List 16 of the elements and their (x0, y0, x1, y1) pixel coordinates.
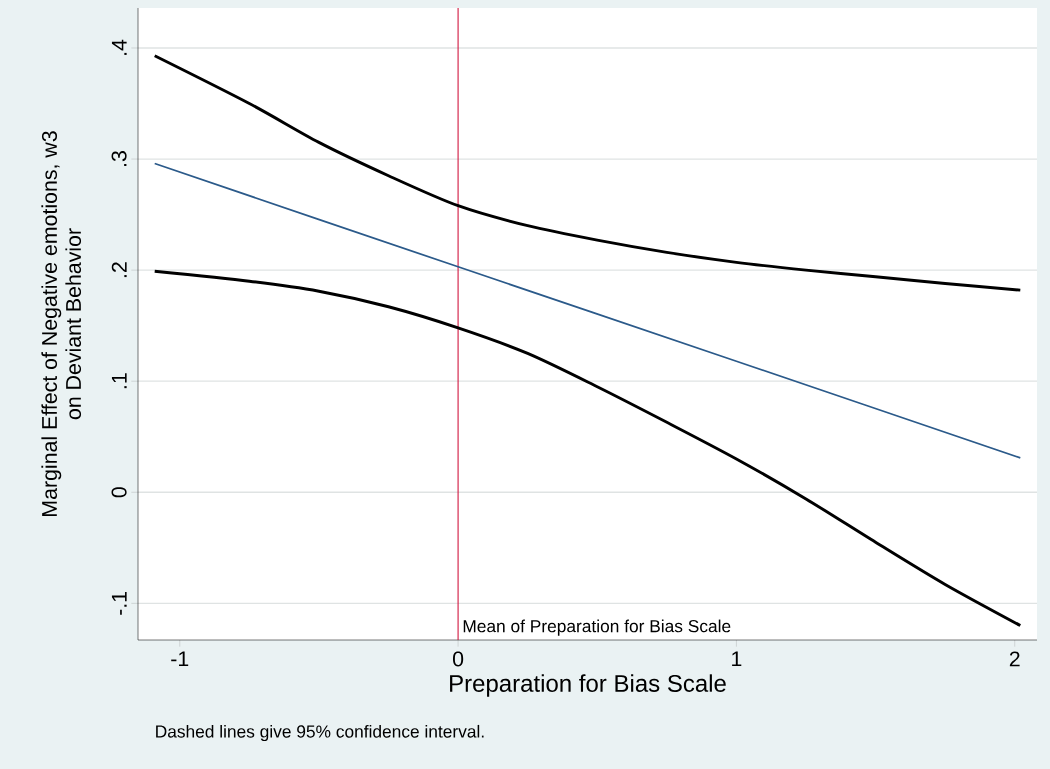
line-series (153, 162, 1022, 459)
y-tick-label: .4 (111, 39, 127, 55)
line-series (153, 54, 1022, 292)
x-tick-label: 2 (1009, 651, 1020, 667)
ref-line-label: Mean of Preparation for Bias Scale (463, 619, 731, 636)
x-tick-label: 1 (732, 651, 742, 667)
y-axis-title: Marginal Effect of Negative emotions, w3 on Deviant Behavior (41, 131, 82, 516)
y-tick-label: .3 (111, 151, 127, 167)
y-tick-label: .2 (111, 262, 127, 278)
x-tick-label: -1 (171, 651, 189, 667)
y-tick-label: -.1 (111, 591, 127, 615)
x-axis-title: Preparation for Bias Scale (450, 674, 726, 697)
y-tick-label: .1 (111, 373, 127, 389)
text: Dashed lines give 95% confidence interval. (156, 724, 484, 742)
x-tick-label: 0 (452, 651, 464, 667)
y-tick-label: 0 (111, 487, 127, 498)
